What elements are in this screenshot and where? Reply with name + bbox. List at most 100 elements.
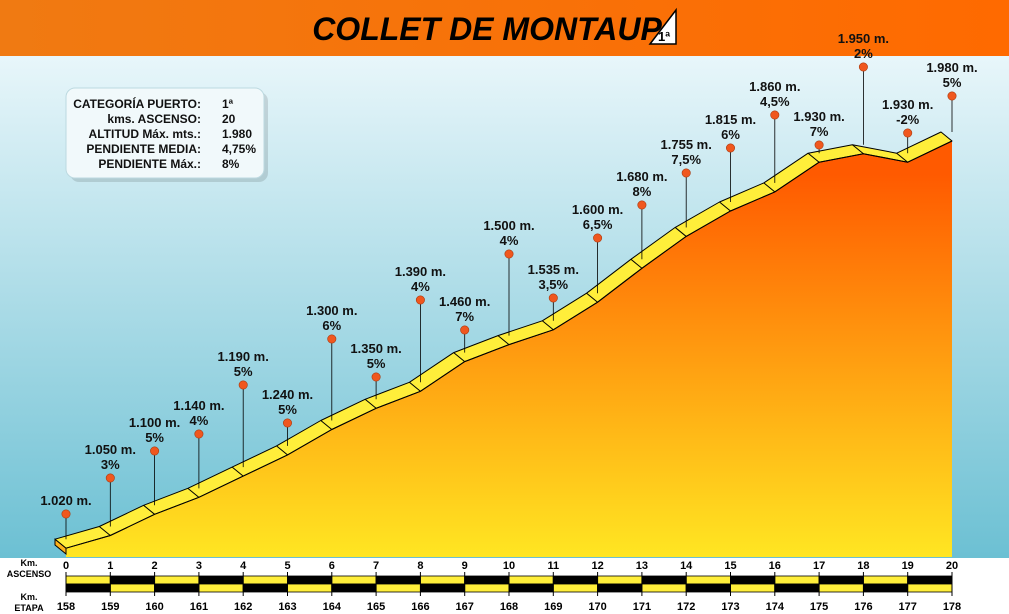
km-etapa-tick-label: 178: [943, 601, 961, 613]
gradient-label: 3,5%: [538, 277, 568, 292]
gradient-label: 6,5%: [583, 217, 613, 232]
km-ascenso-tick-label: 0: [63, 560, 69, 572]
ruler-segment-top: [818, 575, 864, 585]
elevation-marker: [548, 293, 558, 303]
ribbon-divider: [276, 445, 288, 456]
km-ascenso-tick-label: 1: [107, 560, 113, 572]
km-etapa-tick-label: 162: [234, 601, 252, 613]
ribbon-divider: [231, 466, 244, 477]
km-etapa-tick-label: 168: [500, 601, 518, 613]
gradient-label: 3%: [101, 457, 120, 472]
ruler-segment-top: [641, 575, 687, 585]
km-etapa-tick-label: 159: [101, 601, 119, 613]
altitude-label: 1.020 m.: [40, 493, 91, 508]
km-etapa-tick-label: 175: [810, 601, 828, 613]
ruler-segment-bottom: [907, 583, 953, 593]
km-ascenso-tick-label: 6: [329, 560, 335, 572]
info-row-value: 20: [222, 112, 236, 126]
ruler-segment-top: [154, 575, 200, 585]
gradient-label: 5%: [943, 75, 962, 90]
axis-name-etapa: Km.: [20, 592, 37, 602]
elevation-marker: [858, 62, 868, 72]
axis-name-etapa: ETAPA: [14, 603, 44, 613]
ruler-segment-top: [730, 575, 776, 585]
ruler-segment-top: [419, 575, 466, 585]
km-ascenso-tick-label: 15: [724, 560, 736, 572]
altitude-label: 1.535 m.: [528, 262, 579, 277]
altitude-label: 1.460 m.: [439, 294, 490, 309]
altitude-label: 1.390 m.: [395, 264, 446, 279]
km-etapa-tick-label: 174: [766, 601, 785, 613]
info-row-label: kms. ASCENSO:: [107, 112, 201, 126]
gradient-label: 5%: [367, 356, 386, 371]
altitude-label: 1.815 m.: [705, 112, 756, 127]
km-etapa-tick-label: 177: [899, 601, 917, 613]
axis-layer: Km.ASCENSOKm.ETAPA0158115921603161416251…: [7, 558, 961, 613]
altitude-label: 1.300 m.: [306, 303, 357, 318]
km-ascenso-tick-label: 3: [196, 560, 202, 572]
altitude-label: 1.980 m.: [926, 60, 977, 75]
ribbon-divider: [763, 182, 776, 193]
profile-layer: [54, 131, 953, 557]
elevation-marker: [903, 128, 913, 138]
km-ascenso-tick-label: 8: [417, 560, 423, 572]
ribbon-divider: [719, 201, 731, 212]
info-row-label: CATEGORÍA PUERTO:: [73, 96, 201, 111]
elevation-marker: [725, 143, 735, 153]
km-ascenso-tick-label: 4: [240, 560, 247, 572]
info-row-value: 1.980: [222, 127, 252, 141]
gradient-label: 5%: [278, 402, 297, 417]
ruler-segment-top: [331, 575, 377, 585]
altitude-label: 1.755 m.: [661, 137, 712, 152]
info-row-label: ALTITUD Máx. mts.:: [89, 127, 201, 141]
km-ascenso-tick-label: 14: [680, 560, 693, 572]
info-box: CATEGORÍA PUERTO: 1ª kms. ASCENSO: 20 ALTITU…: [65, 87, 268, 182]
altitude-label: 1.500 m.: [483, 218, 534, 233]
altitude-label: 1.190 m.: [218, 349, 269, 364]
ruler-segment-top: [907, 575, 953, 585]
gradient-label: 7,5%: [671, 152, 701, 167]
ribbon-divider: [143, 504, 155, 515]
ribbon-divider: [497, 335, 510, 346]
ribbon-divider: [852, 144, 864, 155]
km-etapa-tick-label: 163: [278, 601, 296, 613]
altitude-label: 1.930 m.: [882, 97, 933, 112]
ruler-segment-top: [597, 575, 643, 585]
ribbon-divider: [98, 526, 111, 536]
elevation-marker: [371, 372, 381, 382]
ribbon-divider: [320, 420, 333, 430]
elevation-marker: [637, 200, 647, 210]
altitude-label: 1.600 m.: [572, 202, 623, 217]
ribbon-divider: [896, 152, 909, 163]
peak-labels-layer: 1.020 m.1.050 m.3%1.100 m.5%1.140 m.4%1.…: [40, 31, 978, 540]
gradient-label: 2%: [854, 46, 873, 61]
gradient-label: 8%: [633, 184, 652, 199]
category-badge-icon: 1ª: [648, 7, 677, 45]
info-row-value: 8%: [222, 157, 240, 171]
km-etapa-tick-label: 176: [854, 601, 872, 613]
ruler-segment-bottom: [685, 583, 731, 593]
ruler-segment-bottom: [730, 583, 776, 593]
ruler-segment-bottom: [109, 583, 156, 593]
info-row-value: 1ª: [222, 97, 234, 111]
page-title: COLLET DE MONTAUP: [312, 11, 662, 47]
profile-area: [66, 141, 952, 557]
km-etapa-tick-label: 170: [588, 601, 606, 613]
elevation-marker: [814, 140, 824, 150]
elevation-marker: [947, 91, 957, 101]
gradient-label: 7%: [455, 309, 474, 324]
elevation-marker: [770, 110, 780, 120]
ruler-segment-bottom: [331, 583, 377, 593]
elevation-marker: [327, 334, 337, 344]
elevation-marker: [681, 168, 691, 178]
gradient-label: 4%: [411, 279, 430, 294]
ribbon-divider: [674, 227, 687, 237]
altitude-label: 1.860 m.: [749, 79, 800, 94]
ruler-segment-bottom: [287, 583, 333, 593]
elevation-marker: [150, 446, 160, 456]
km-ascenso-tick-label: 10: [503, 560, 515, 572]
gradient-label: 6%: [322, 318, 341, 333]
altitude-label: 1.100 m.: [129, 415, 180, 430]
km-etapa-tick-label: 172: [677, 601, 695, 613]
km-ascenso-tick-label: 7: [373, 560, 379, 572]
